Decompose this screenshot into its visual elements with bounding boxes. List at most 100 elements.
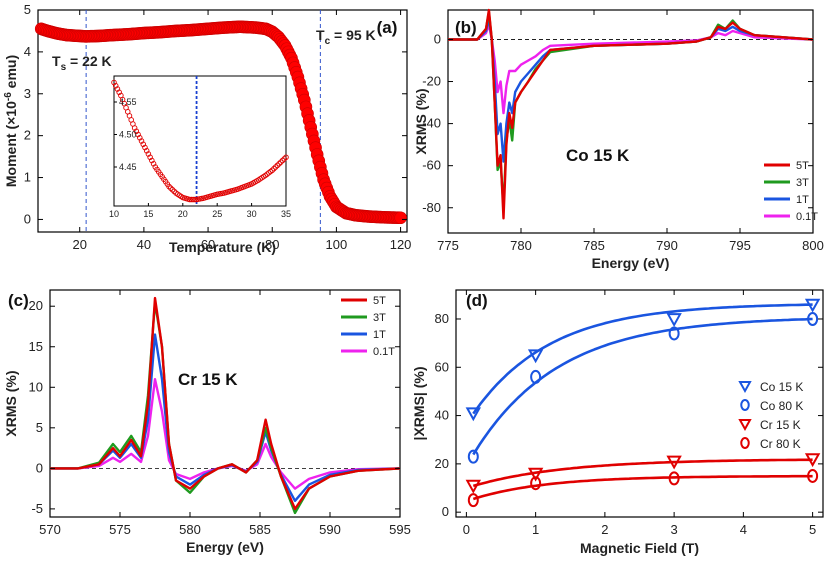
inset-data-point xyxy=(166,183,172,190)
inset-ytick-label: 4.55 xyxy=(119,97,137,107)
inset-xtick-label: 20 xyxy=(178,209,188,219)
panel-b-legend-label: 5T xyxy=(796,160,809,172)
panel-c-ytick-label: 20 xyxy=(29,298,43,313)
fit-curve-0 xyxy=(472,303,813,415)
inset-data-point xyxy=(168,185,174,191)
panel-a-xtick-label: 80 xyxy=(265,237,279,252)
panel-d-xlabel: Magnetic Field (T) xyxy=(580,540,699,556)
panel-a-xlabel: Temperature (K) xyxy=(169,239,276,255)
data-point-Co-80-K xyxy=(668,326,680,341)
panel-d-legend-label: Co 80 K xyxy=(760,399,803,413)
inset-data-point xyxy=(269,167,275,173)
legend-marker xyxy=(740,437,750,449)
inset-data-point xyxy=(190,196,196,203)
panel-b-xtick-label: 790 xyxy=(656,238,678,253)
panel-c-legend-label: 5T xyxy=(373,295,386,307)
tc-label: Tc = 95 K xyxy=(316,27,376,47)
panel-c-series-0.1T xyxy=(50,378,401,490)
ts-label: Ts = 22 K xyxy=(52,53,112,73)
panel-d-legend-label: Cr 80 K xyxy=(760,437,801,451)
data-point-Co-80-K xyxy=(807,311,819,326)
moment-data-point xyxy=(394,211,407,225)
inset-data-point xyxy=(279,157,286,164)
panel-c-legend-label: 1T xyxy=(373,329,386,341)
panel-b-series-5T xyxy=(448,8,814,220)
inset-ytick-label: 4.50 xyxy=(119,130,137,140)
panel-b-ytick-label: -80 xyxy=(422,200,441,215)
inset-frame xyxy=(113,75,287,207)
inset-xtick-label: 35 xyxy=(281,209,291,219)
data-point-Co-80-K xyxy=(467,449,479,464)
data-point-Cr-80-K xyxy=(530,476,542,491)
panel-d-frame xyxy=(455,289,824,518)
panel-b-ytick-label: -20 xyxy=(422,74,441,89)
data-point-Cr-15-K xyxy=(666,455,682,470)
panel-c-ytick-label: -5 xyxy=(31,501,43,516)
panel-d-ylabel: |XRMS| (%) xyxy=(411,367,427,441)
panel-d-xtick-label: 2 xyxy=(601,522,608,537)
panel-b-annotation: Co 15 K xyxy=(566,146,630,165)
panel-c-annotation: Cr 15 K xyxy=(178,370,238,389)
panel-b-xtick-label: 785 xyxy=(583,238,605,253)
panel-c-label: (c) xyxy=(8,291,29,310)
inset-data-point xyxy=(278,159,284,165)
panel-a-xtick-label: 40 xyxy=(137,237,151,252)
panel-a-xtick-label: 100 xyxy=(326,237,348,252)
panel-a-ytick-label: 1 xyxy=(24,170,31,185)
panel-c-frame xyxy=(49,289,401,518)
panel-c-ytick-label: 0 xyxy=(36,460,43,475)
panel-c-xtick-label: 595 xyxy=(389,522,411,537)
panel-c-series-3T xyxy=(50,301,401,515)
data-point-Cr-80-K xyxy=(668,471,680,486)
panel-b-frame xyxy=(447,9,814,234)
legend-marker xyxy=(740,399,750,411)
panel-c-xtick-label: 570 xyxy=(39,522,61,537)
panel-a-ylabel: Moment (×10-6 emu) xyxy=(3,55,19,187)
legend-marker xyxy=(738,419,752,432)
panel-a-ytick-label: 0 xyxy=(24,211,31,226)
panel-b-series-0.1T xyxy=(448,23,814,115)
panel-c-xtick-label: 590 xyxy=(319,522,341,537)
data-point-Cr-80-K xyxy=(807,468,819,483)
panel-d-legend-label: Co 15 K xyxy=(760,380,803,394)
panel-d-xtick-label: 3 xyxy=(671,522,678,537)
panel-b-ytick-label: -60 xyxy=(422,158,441,173)
panel-d-label: (d) xyxy=(466,291,488,310)
data-point-Cr-15-K xyxy=(804,453,821,468)
panel-d-ytick-label: 20 xyxy=(435,456,449,471)
panel-a-frame xyxy=(37,9,408,233)
panel-d-xtick-label: 5 xyxy=(809,522,816,537)
panel-d-legend-label: Cr 15 K xyxy=(760,418,801,432)
data-point-Cr-80-K xyxy=(467,493,479,508)
inset-data-point xyxy=(188,196,195,203)
data-point-Co-15-K xyxy=(465,407,482,422)
inset-xtick-label: 15 xyxy=(143,209,153,219)
panel-c-ytick-label: 5 xyxy=(36,420,43,435)
panel-b-legend-label: 0.1T xyxy=(796,211,818,223)
panel-d-ytick-label: 60 xyxy=(435,359,449,374)
inset-data-point xyxy=(283,154,289,160)
data-point-Cr-15-K xyxy=(465,479,482,494)
panel-b-ytick-label: -40 xyxy=(422,116,441,131)
inset-data-point xyxy=(171,188,177,195)
panel-c-series-1T xyxy=(50,333,401,502)
panel-a-ytick-label: 2 xyxy=(24,128,31,143)
legend-marker xyxy=(738,381,752,394)
panel-d-xtick-label: 4 xyxy=(740,522,747,537)
panel-a-xtick-label: 20 xyxy=(72,237,86,252)
panel-c-ytick-label: 15 xyxy=(29,339,43,354)
panel-b-ylabel: XRMS (%) xyxy=(413,88,429,154)
panel-a-ytick-label: 3 xyxy=(24,86,31,101)
panel-d-xtick-label: 0 xyxy=(463,522,470,537)
panel-b-xlabel: Energy (eV) xyxy=(592,255,670,271)
panel-b-series-1T xyxy=(448,17,814,163)
panel-d-ytick-label: 40 xyxy=(435,408,449,423)
panel-d-xtick-label: 1 xyxy=(532,522,539,537)
inset-xtick-label: 30 xyxy=(247,209,257,219)
panel-c-xlabel: Energy (eV) xyxy=(186,539,264,555)
panel-d-ytick-label: 0 xyxy=(442,504,449,519)
panel-c-legend-label: 3T xyxy=(373,312,386,324)
fit-curve-2 xyxy=(472,458,813,488)
panel-b-ytick-label: 0 xyxy=(434,31,441,46)
